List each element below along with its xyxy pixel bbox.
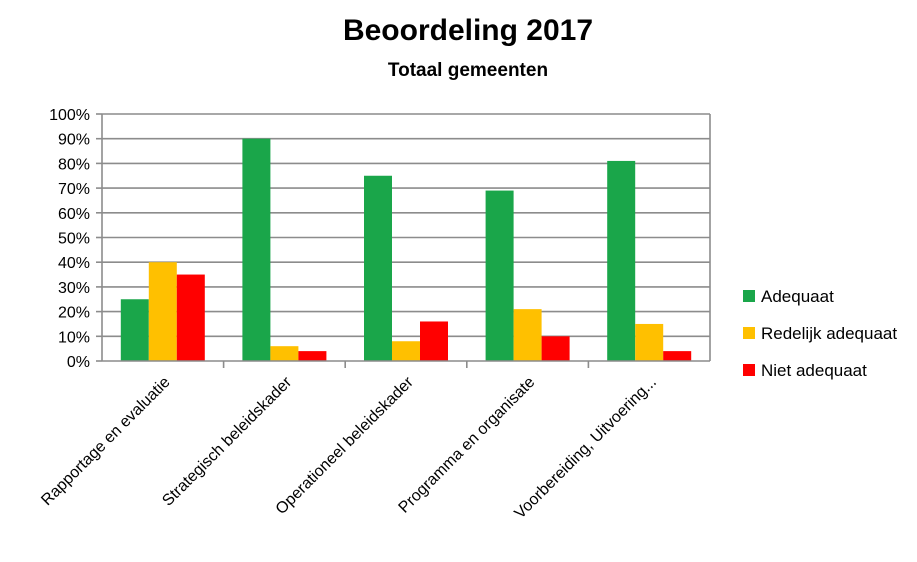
bar — [635, 323, 664, 361]
bar — [392, 341, 420, 361]
bar — [485, 190, 514, 361]
bar — [176, 274, 205, 361]
chart-subtitle: Totaal gemeenten — [388, 60, 548, 81]
bars — [120, 138, 692, 361]
y-tick-label: 70% — [58, 181, 90, 198]
y-tick-label: 100% — [49, 107, 90, 124]
y-tick-label: 30% — [58, 280, 90, 297]
y-tick-label: 40% — [58, 255, 90, 272]
y-tick-label: 50% — [58, 231, 90, 248]
bar — [242, 138, 271, 361]
legend-swatch — [743, 364, 755, 376]
legend: Adequaat Redelijk adequaat Niet adequaat — [743, 287, 897, 380]
bar — [513, 309, 542, 361]
bar — [607, 160, 636, 361]
y-tick-label: 80% — [58, 156, 90, 173]
x-tick-label: Operationeel beleidskader — [273, 373, 418, 518]
legend-label: Redelijk adequaat — [761, 324, 897, 343]
legend-label: Adequaat — [761, 287, 834, 306]
y-tick-label: 10% — [58, 329, 90, 346]
legend-swatch — [743, 290, 755, 302]
bar — [270, 346, 299, 361]
y-axis: 0% 10% 20% 30% 40% 50% 60% 70% 80% 90% 100% — [49, 107, 711, 371]
legend-label: Niet adequaat — [761, 361, 867, 380]
bar — [148, 262, 177, 361]
x-tick-label: Voorbereiding, Uitvoering... — [512, 374, 660, 522]
bar — [420, 321, 448, 361]
bar — [298, 351, 327, 361]
legend-swatch — [743, 327, 755, 339]
y-tick-label: 60% — [58, 206, 90, 223]
y-tick-label: 90% — [58, 132, 90, 149]
x-tick-label: Rapportage en evaluatie — [38, 374, 173, 509]
bar — [120, 299, 149, 361]
x-tick-label: Programma en organisate — [396, 374, 539, 517]
chart-title: Beoordeling 2017 — [343, 14, 593, 47]
x-tick-label: Strategisch beleidskader — [159, 373, 295, 509]
bar — [364, 175, 392, 361]
y-tick-label: 20% — [58, 305, 90, 322]
bar — [663, 351, 692, 361]
bar — [541, 336, 570, 361]
y-tick-label: 0% — [67, 354, 90, 371]
